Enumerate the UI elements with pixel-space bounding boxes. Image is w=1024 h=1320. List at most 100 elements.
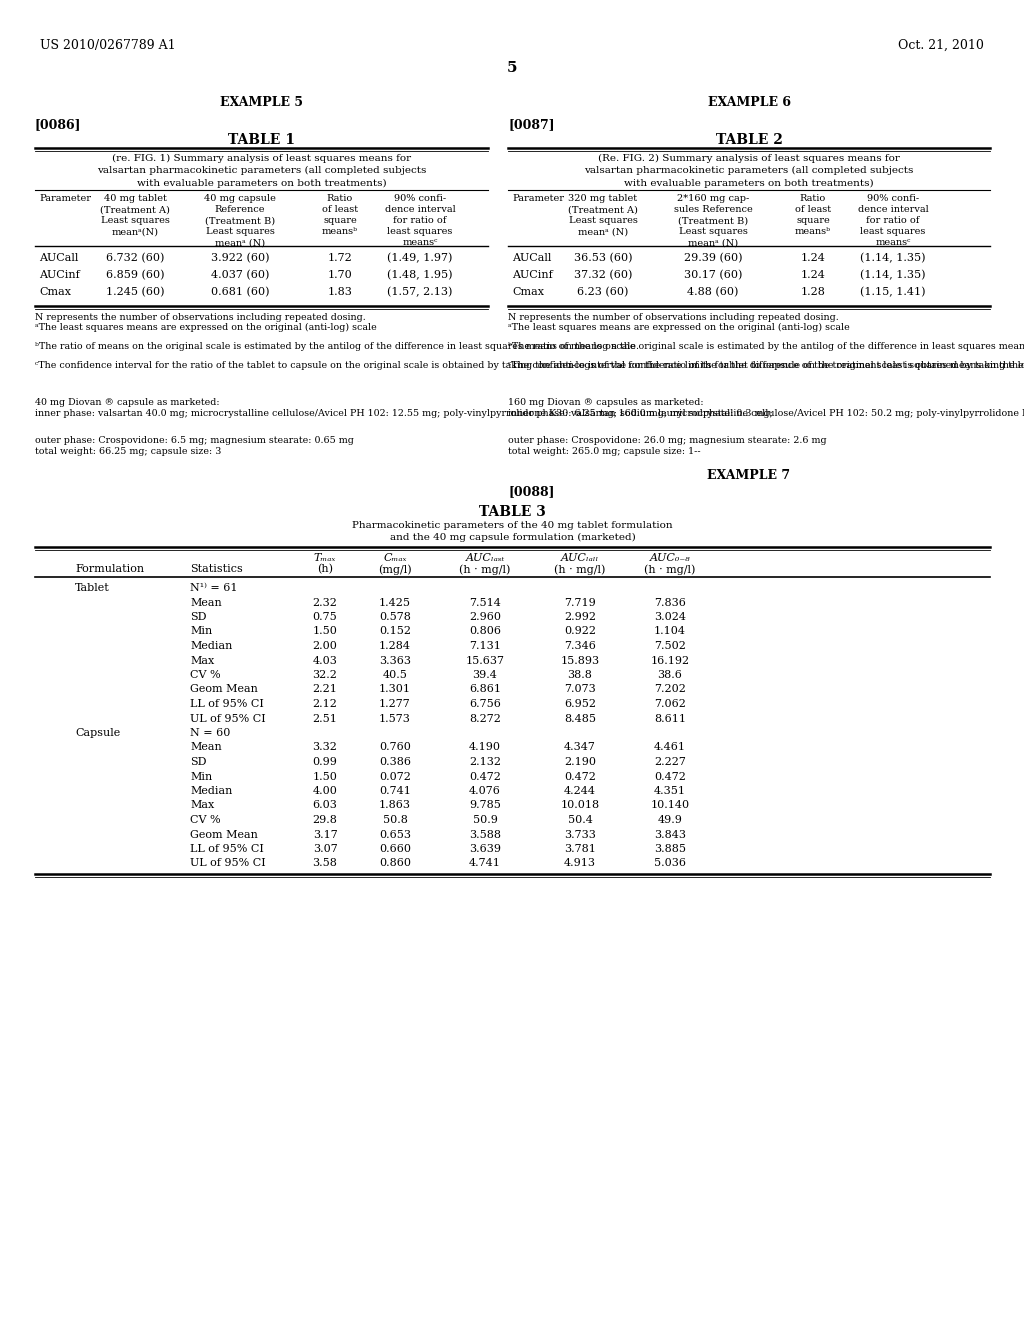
Text: 5.036: 5.036: [654, 858, 686, 869]
Text: Median: Median: [190, 785, 232, 796]
Text: ᵃThe least squares means are expressed on the original (anti-log) scale: ᵃThe least squares means are expressed o…: [508, 323, 850, 333]
Text: Min: Min: [190, 627, 212, 636]
Text: N represents the number of observations including repeated dosing.: N represents the number of observations …: [35, 313, 366, 322]
Text: 4.03: 4.03: [312, 656, 338, 665]
Text: 1.24: 1.24: [801, 271, 825, 280]
Text: 3.58: 3.58: [312, 858, 338, 869]
Text: 40 mg Diovan ® capsule as marketed:: 40 mg Diovan ® capsule as marketed:: [35, 399, 219, 407]
Text: TABLE 2: TABLE 2: [716, 133, 782, 147]
Text: 3.17: 3.17: [312, 829, 337, 840]
Text: inner phase: valsartan 40.0 mg; microcrystalline cellulose/Avicel PH 102: 12.55 : inner phase: valsartan 40.0 mg; microcry…: [35, 408, 773, 417]
Text: 3.922 (60): 3.922 (60): [211, 253, 269, 263]
Text: 3.733: 3.733: [564, 829, 596, 840]
Text: (mg/l): (mg/l): [378, 564, 412, 574]
Text: Formulation: Formulation: [75, 564, 144, 574]
Text: EXAMPLE 7: EXAMPLE 7: [708, 469, 791, 482]
Text: 1.301: 1.301: [379, 685, 411, 694]
Text: 32.2: 32.2: [312, 671, 338, 680]
Text: 2.960: 2.960: [469, 612, 501, 622]
Text: 3.781: 3.781: [564, 843, 596, 854]
Text: 0.806: 0.806: [469, 627, 501, 636]
Text: 4.913: 4.913: [564, 858, 596, 869]
Text: ᵇThe ratio of means on the original scale is estimated by the antilog of the dif: ᵇThe ratio of means on the original scal…: [508, 342, 1024, 351]
Text: EXAMPLE 6: EXAMPLE 6: [708, 96, 791, 110]
Text: 90% confi-
dence interval
for ratio of
least squares
meansᶜ: 90% confi- dence interval for ratio of l…: [858, 194, 929, 247]
Text: LL of 95% CI: LL of 95% CI: [190, 843, 264, 854]
Text: ᵃThe least squares means are expressed on the original (anti-log) scale: ᵃThe least squares means are expressed o…: [35, 323, 377, 333]
Text: 3.363: 3.363: [379, 656, 411, 665]
Text: 2.227: 2.227: [654, 756, 686, 767]
Text: UL of 95% CI: UL of 95% CI: [190, 714, 266, 723]
Text: Geom Mean: Geom Mean: [190, 829, 258, 840]
Text: 40 mg tablet
(Treatment A)
Least squares
meanᵃ(N): 40 mg tablet (Treatment A) Least squares…: [100, 194, 170, 236]
Text: Mean: Mean: [190, 598, 222, 607]
Text: 30.17 (60): 30.17 (60): [684, 271, 742, 280]
Text: 0.578: 0.578: [379, 612, 411, 622]
Text: outer phase: Crospovidone: 26.0 mg; magnesium stearate: 2.6 mg: outer phase: Crospovidone: 26.0 mg; magn…: [508, 437, 826, 445]
Text: 1.245 (60): 1.245 (60): [105, 286, 164, 297]
Text: [0086]: [0086]: [35, 117, 82, 131]
Text: N represents the number of observations including repeated dosing.: N represents the number of observations …: [508, 313, 839, 322]
Text: 40 mg capsule
Reference
(Treatment B)
Least squares
meanᵃ (N): 40 mg capsule Reference (Treatment B) Le…: [204, 194, 275, 247]
Text: 1.50: 1.50: [312, 771, 338, 781]
Text: 3.885: 3.885: [654, 843, 686, 854]
Text: 50.4: 50.4: [567, 814, 593, 825]
Text: Geom Mean: Geom Mean: [190, 685, 258, 694]
Text: 2.12: 2.12: [312, 700, 338, 709]
Text: 4.461: 4.461: [654, 742, 686, 752]
Text: 7.202: 7.202: [654, 685, 686, 694]
Text: ᶜThe confidence interval for the ratio of the tablet to capsule on the original : ᶜThe confidence interval for the ratio o…: [508, 362, 1024, 371]
Text: Ratio
of least
square
meansᵇ: Ratio of least square meansᵇ: [322, 194, 358, 236]
Text: (1.15, 1.41): (1.15, 1.41): [860, 286, 926, 297]
Text: 90% confi-
dence interval
for ratio of
least squares
meansᶜ: 90% confi- dence interval for ratio of l…: [385, 194, 456, 247]
Text: 16.192: 16.192: [650, 656, 689, 665]
Text: 15.637: 15.637: [466, 656, 505, 665]
Text: N = 60: N = 60: [190, 729, 230, 738]
Text: 6.861: 6.861: [469, 685, 501, 694]
Text: 2.190: 2.190: [564, 756, 596, 767]
Text: (1.49, 1.97): (1.49, 1.97): [387, 253, 453, 264]
Text: 2.00: 2.00: [312, 642, 338, 651]
Text: 4.347: 4.347: [564, 742, 596, 752]
Text: (1.48, 1.95): (1.48, 1.95): [387, 271, 453, 280]
Text: AUCₗₐₗₗ: AUCₗₐₗₗ: [561, 553, 599, 564]
Text: 0.653: 0.653: [379, 829, 411, 840]
Text: total weight: 265.0 mg; capsule size: 1--: total weight: 265.0 mg; capsule size: 1-…: [508, 446, 700, 455]
Text: Median: Median: [190, 642, 232, 651]
Text: AUCinf: AUCinf: [512, 271, 553, 280]
Text: 3.588: 3.588: [469, 829, 501, 840]
Text: 8.272: 8.272: [469, 714, 501, 723]
Text: 3.07: 3.07: [312, 843, 337, 854]
Text: 3.843: 3.843: [654, 829, 686, 840]
Text: 6.23 (60): 6.23 (60): [578, 286, 629, 297]
Text: TABLE 1: TABLE 1: [228, 133, 295, 147]
Text: (h · mg/l): (h · mg/l): [554, 564, 605, 574]
Text: 3.639: 3.639: [469, 843, 501, 854]
Text: 7.073: 7.073: [564, 685, 596, 694]
Text: 40.5: 40.5: [383, 671, 408, 680]
Text: 49.9: 49.9: [657, 814, 682, 825]
Text: 6.952: 6.952: [564, 700, 596, 709]
Text: 3.024: 3.024: [654, 612, 686, 622]
Text: 4.351: 4.351: [654, 785, 686, 796]
Text: 1.70: 1.70: [328, 271, 352, 280]
Text: 29.8: 29.8: [312, 814, 338, 825]
Text: 36.53 (60): 36.53 (60): [573, 253, 632, 263]
Text: AUCall: AUCall: [512, 253, 551, 263]
Text: CV %: CV %: [190, 814, 220, 825]
Text: 1.72: 1.72: [328, 253, 352, 263]
Text: 38.8: 38.8: [567, 671, 593, 680]
Text: Min: Min: [190, 771, 212, 781]
Text: Parameter: Parameter: [39, 194, 91, 203]
Text: 1.277: 1.277: [379, 700, 411, 709]
Text: AUCinf: AUCinf: [39, 271, 80, 280]
Text: 6.859 (60): 6.859 (60): [105, 271, 164, 280]
Text: (Re. FIG. 2) Summary analysis of least squares means for
valsartan pharmacokinet: (Re. FIG. 2) Summary analysis of least s…: [585, 154, 913, 187]
Text: (1.57, 2.13): (1.57, 2.13): [387, 286, 453, 297]
Text: 4.741: 4.741: [469, 858, 501, 869]
Text: CV %: CV %: [190, 671, 220, 680]
Text: 6.756: 6.756: [469, 700, 501, 709]
Text: Tablet: Tablet: [75, 583, 110, 593]
Text: 1.863: 1.863: [379, 800, 411, 810]
Text: EXAMPLE 5: EXAMPLE 5: [220, 96, 303, 110]
